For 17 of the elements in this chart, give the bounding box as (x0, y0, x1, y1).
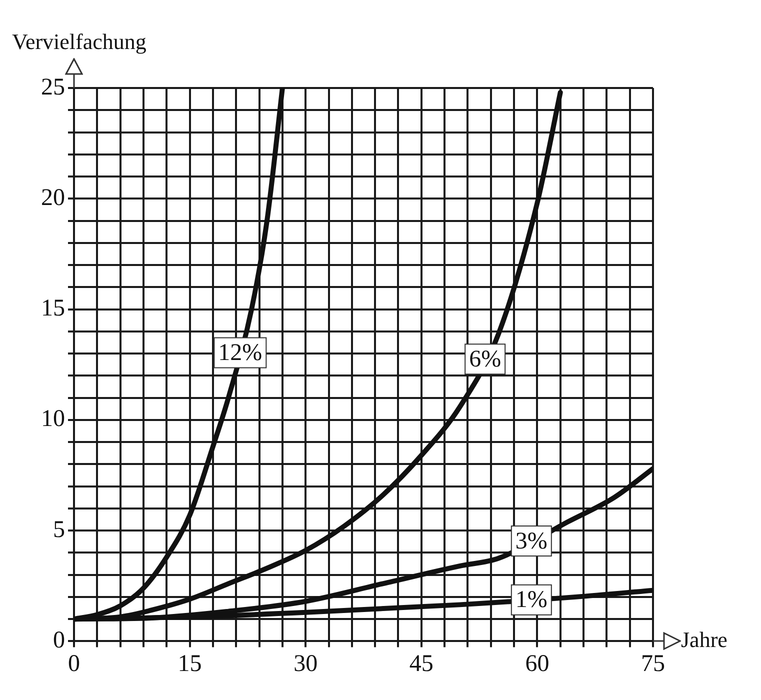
x-tick-label: 60 (525, 650, 550, 677)
y-tick-label: 5 (53, 516, 65, 543)
y-tick-label: 15 (41, 296, 65, 322)
series-label: 12% (218, 340, 262, 366)
y-tick-label: 0 (53, 627, 65, 654)
y-axis-title: Vervielfachung (12, 28, 146, 54)
x-tick-label: 15 (178, 650, 202, 677)
y-tick-label: 20 (41, 184, 65, 211)
x-tick-label: 45 (409, 650, 434, 677)
x-tick-label: 30 (294, 650, 318, 677)
y-tick-label: 25 (41, 74, 65, 100)
series-label: 1% (515, 587, 548, 614)
x-tick-label: 75 (641, 650, 665, 677)
y-tick-label: 10 (41, 406, 65, 432)
series-label: 6% (469, 346, 502, 372)
series-label: 3% (515, 528, 548, 554)
x-axis-title: Jahre (681, 626, 728, 652)
